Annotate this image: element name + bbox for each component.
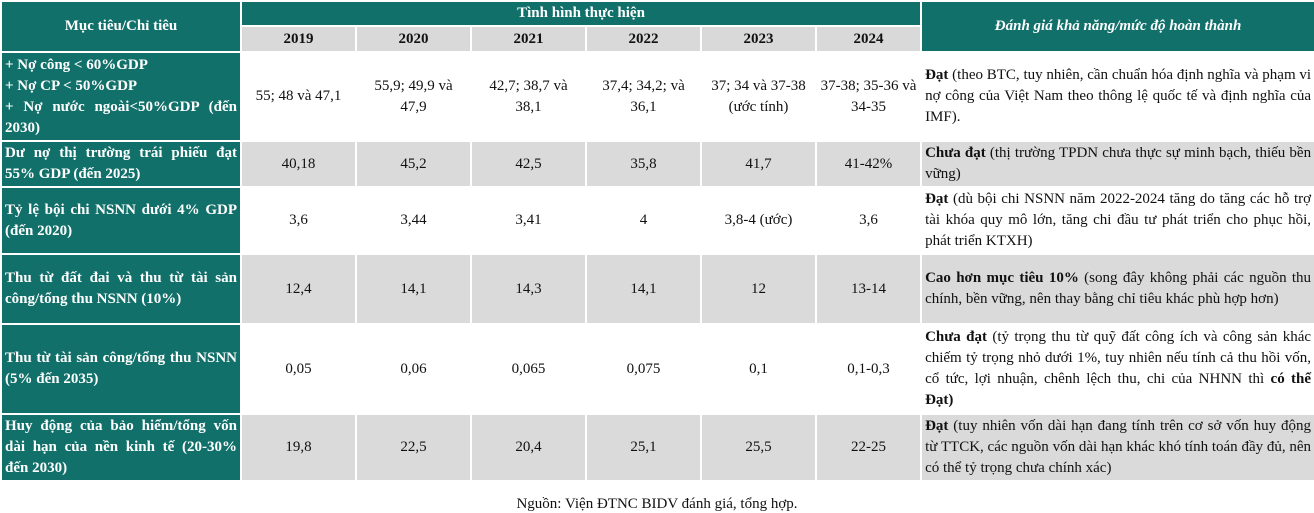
row: Dư nợ thị trường trái phiếu đạt 55% GDP …	[0, 140, 1314, 188]
year-header: 2024	[814, 25, 923, 53]
assessment-part: có thể Đạt)	[925, 371, 1312, 408]
value: 55,9; 49,9 và 47,9	[355, 51, 472, 142]
criteria: + Nợ công < 60%GDP + Nợ CP < 50%GDP + Nợ…	[0, 51, 242, 142]
assessment: Đạt (dù bội chi NSNN năm 2022-2024 tăng …	[920, 186, 1314, 255]
value: 14,1	[585, 253, 702, 325]
header-criteria: Mục tiêu/Chỉ tiêu	[0, 0, 242, 53]
assessment-part: Chưa đạt	[925, 329, 987, 345]
table: Mục tiêu/Chỉ tiêu Tình hình thực hiện Đá…	[0, 0, 1314, 482]
criteria: Thu từ tài sản công/tổng thu NSNN (5% đế…	[0, 323, 242, 415]
assessment-part: (thị trường TPDN chưa thực sự minh bạch,…	[925, 145, 1312, 182]
value: 3,41	[470, 186, 587, 255]
assessment: Cao hơn mục tiêu 10% (song đây không phả…	[920, 253, 1314, 325]
row: Tỷ lệ bội chi NSNN dưới 4% GDP (đến 2020…	[0, 186, 1314, 255]
value: 35,8	[585, 140, 702, 188]
value: 4	[585, 186, 702, 255]
value: 45,2	[355, 140, 472, 188]
assessment: Chưa đạt (thị trường TPDN chưa thực sự m…	[920, 140, 1314, 188]
value: 55; 48 và 47,1	[240, 51, 357, 142]
year-header: 2022	[585, 25, 702, 53]
value: 25,5	[700, 413, 817, 482]
value: 41,7	[700, 140, 817, 188]
criteria: Tỷ lệ bội chi NSNN dưới 4% GDP (đến 2020…	[0, 186, 242, 255]
criteria: Thu từ đất đai và thu từ tài sản công/tổ…	[0, 253, 242, 325]
assessment: Chưa đạt (tỷ trọng thu từ quỹ đất công í…	[920, 323, 1314, 415]
assessment-part: Đạt	[925, 418, 949, 434]
row: + Nợ công < 60%GDP + Nợ CP < 50%GDP + Nợ…	[0, 51, 1314, 142]
value: 13-14	[814, 253, 923, 325]
year-header: 2020	[355, 25, 472, 53]
value: 25,1	[585, 413, 702, 482]
criteria: Dư nợ thị trường trái phiếu đạt 55% GDP …	[0, 140, 242, 188]
value: 42,7; 38,7 và 38,1	[470, 51, 587, 142]
assessment-part: (song đây không phải các nguồn thu chính…	[925, 270, 1312, 307]
value: 37-38; 35-36 và 34-35	[814, 51, 923, 142]
value: 0,1	[700, 323, 817, 415]
criteria: Huy động của bảo hiểm/tổng vốn dài hạn c…	[0, 413, 242, 482]
assessment-part: Đạt	[925, 67, 949, 83]
row: Thu từ đất đai và thu từ tài sản công/tổ…	[0, 253, 1314, 325]
value: 19,8	[240, 413, 357, 482]
value: 3,6	[814, 186, 923, 255]
value: 0,06	[355, 323, 472, 415]
value: 3,6	[240, 186, 357, 255]
value: 14,1	[355, 253, 472, 325]
value: 14,3	[470, 253, 587, 325]
value: 3,8-4 (ước)	[700, 186, 817, 255]
value: 0,05	[240, 323, 357, 415]
source: Nguồn: Viện ĐTNC BIDV đánh giá, tổng hợp…	[516, 496, 798, 512]
value: 0,075	[585, 323, 702, 415]
value: 0,1-0,3	[814, 323, 923, 415]
row: Huy động của bảo hiểm/tổng vốn dài hạn c…	[0, 413, 1314, 482]
value: 12,4	[240, 253, 357, 325]
year-header: 2023	[700, 25, 817, 53]
value: 37,4; 34,2; và 36,1	[585, 51, 702, 142]
value: 41-42%	[814, 140, 923, 188]
header-assessment: Đánh giá khả năng/mức độ hoàn thành	[920, 0, 1314, 53]
header-progress: Tình hình thực hiện	[239, 0, 923, 27]
year-header: 2021	[470, 25, 587, 53]
value: 20,4	[470, 413, 587, 482]
assessment-part: (theo BTC, tuy nhiên, cần chuẩn hóa định…	[925, 67, 1312, 125]
value: 22,5	[355, 413, 472, 482]
value: 42,5	[470, 140, 587, 188]
value: 12	[700, 253, 817, 325]
assessment-part: (dù bội chi NSNN năm 2022-2024 tăng do t…	[925, 191, 1312, 249]
assessment: Đạt (theo BTC, tuy nhiên, cần chuẩn hóa …	[920, 51, 1314, 142]
value: 22-25	[814, 413, 923, 482]
assessment-part: (tỷ trọng thu từ quỹ đất công ích và côn…	[925, 329, 1312, 387]
row: Thu từ tài sản công/tổng thu NSNN (5% đế…	[0, 323, 1314, 415]
assessment: Đạt (tuy nhiên vốn dài hạn đang tính trê…	[920, 413, 1314, 482]
assessment-part: Đạt	[925, 191, 949, 207]
value: 0,065	[470, 323, 587, 415]
assessment-part: Cao hơn mục tiêu 10%	[925, 270, 1079, 286]
assessment-part: (tuy nhiên vốn dài hạn đang tính trên cơ…	[925, 418, 1312, 476]
year-header: 2019	[240, 25, 357, 53]
value: 40,18	[240, 140, 357, 188]
value: 37; 34 và 37-38 (ước tính)	[700, 51, 817, 142]
value: 3,44	[355, 186, 472, 255]
assessment-part: Chưa đạt	[925, 145, 986, 161]
